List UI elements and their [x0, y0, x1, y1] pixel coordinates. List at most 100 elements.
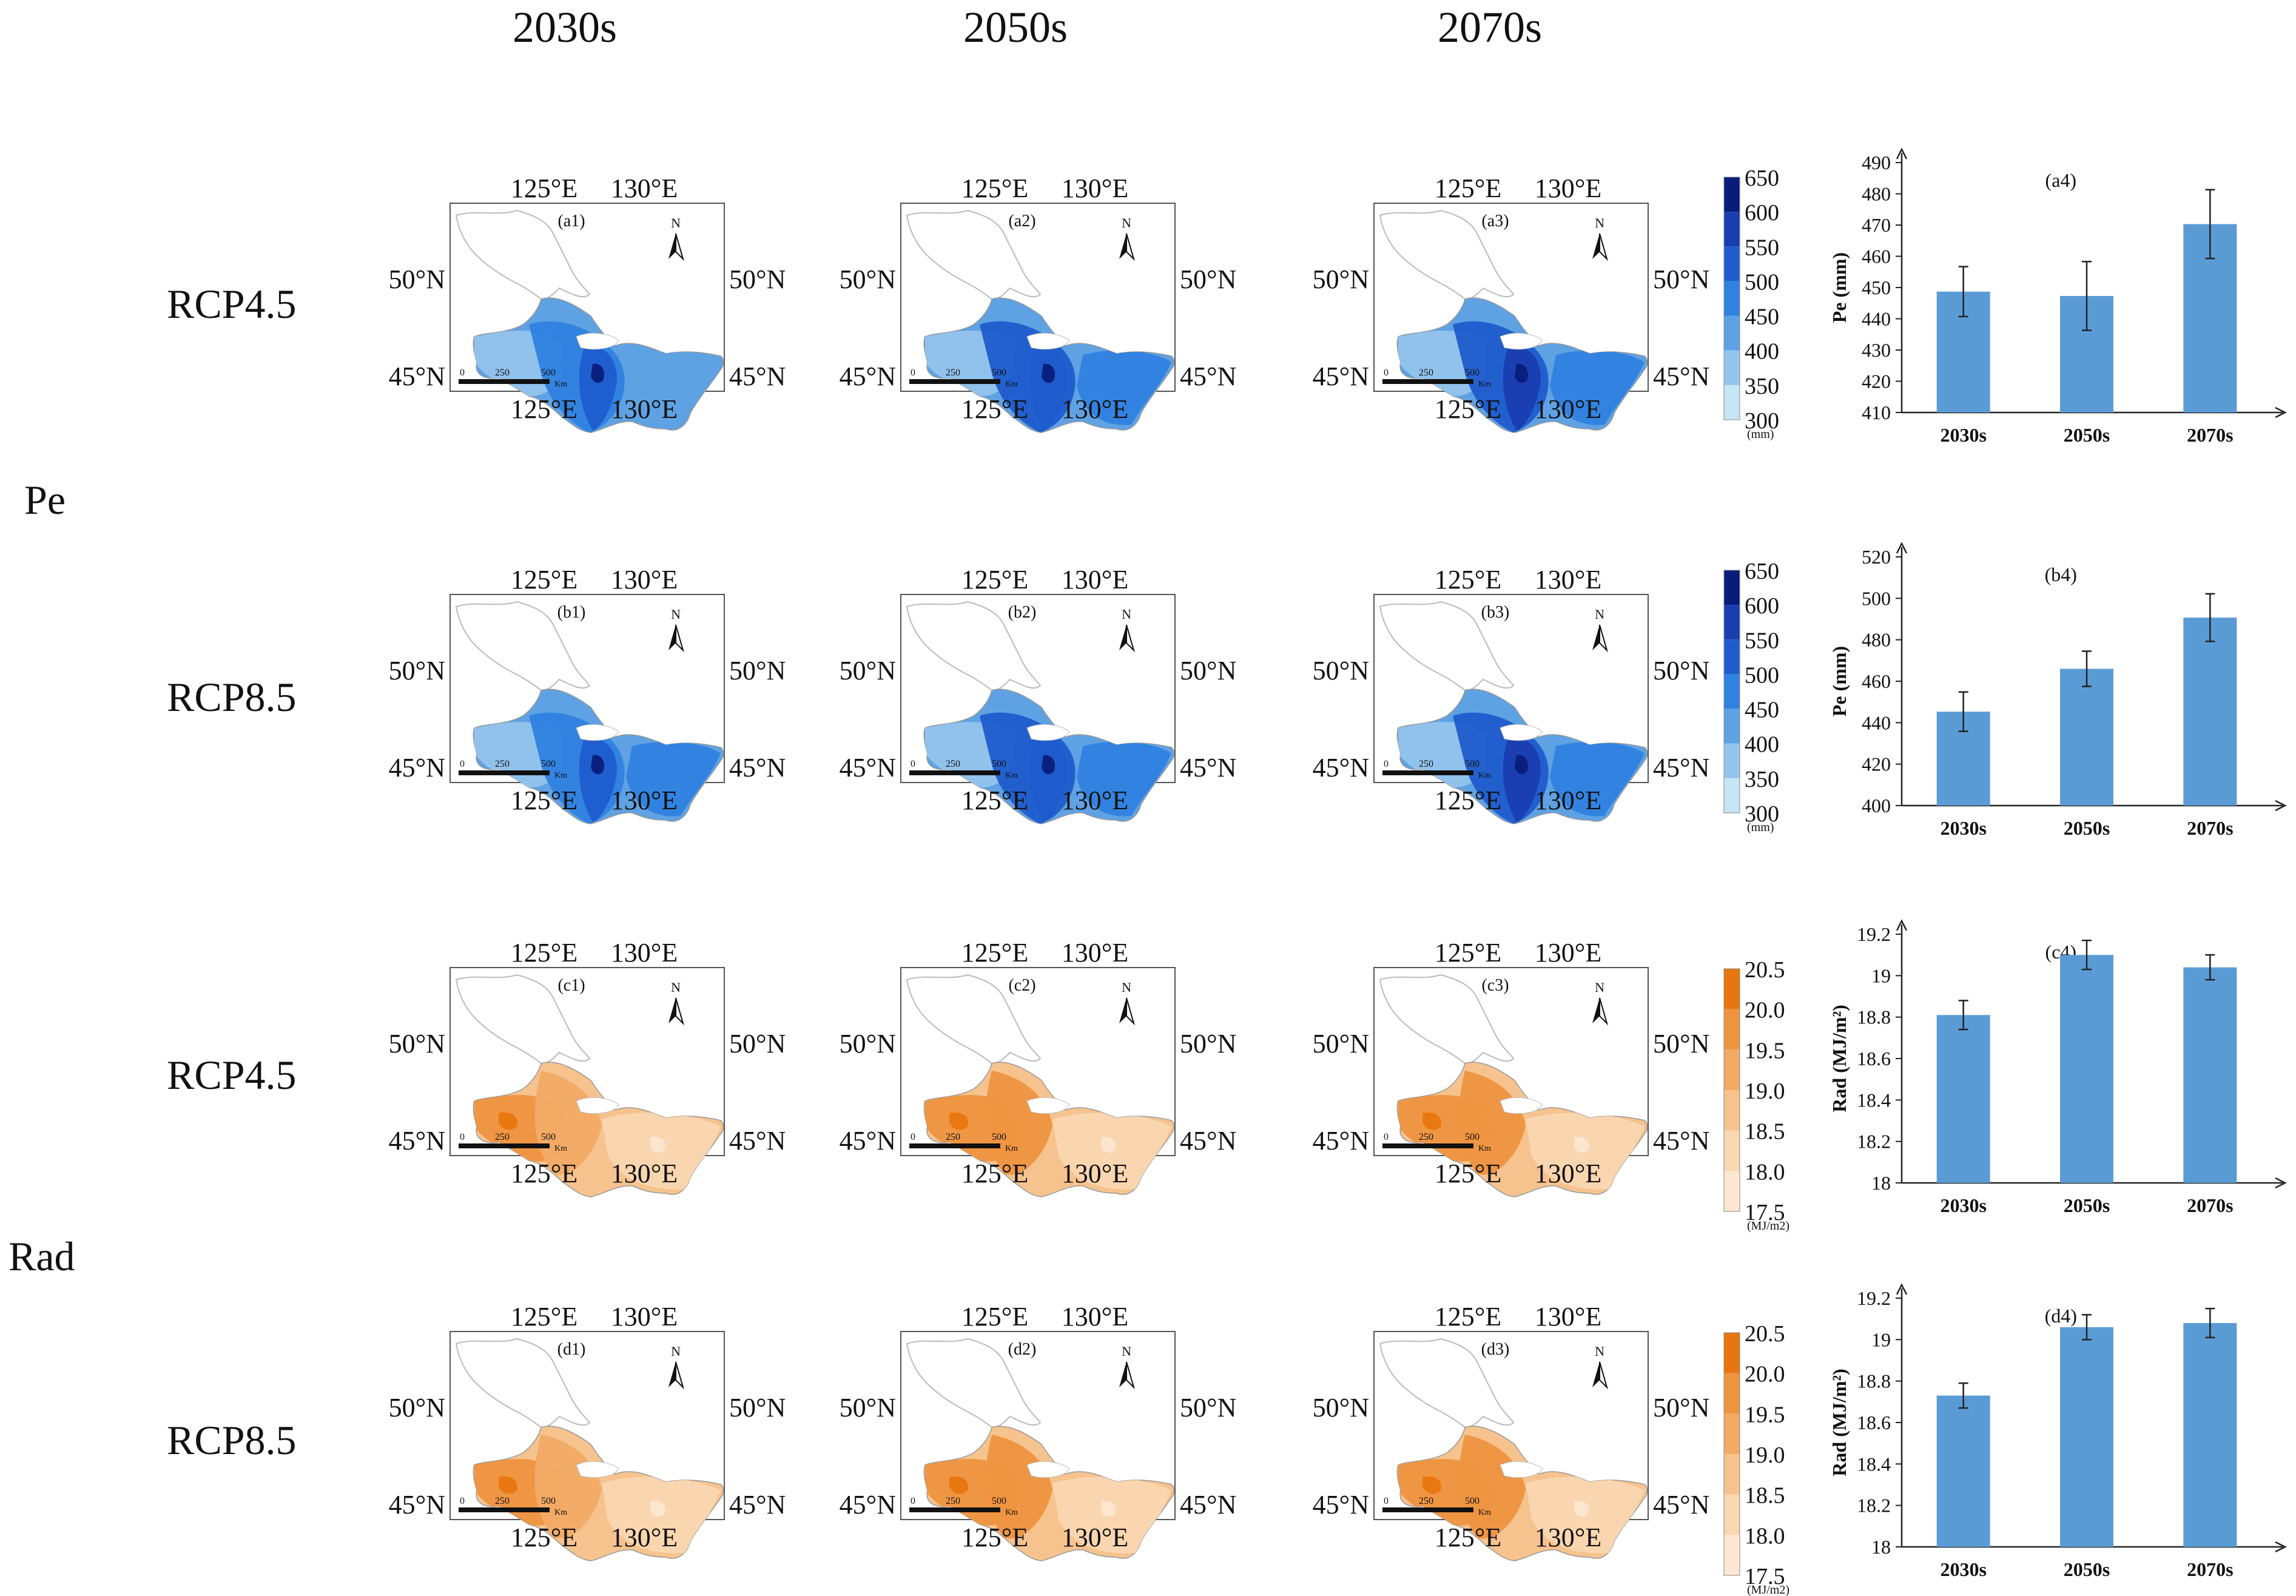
legend-unit: (mm)	[1747, 428, 1774, 441]
lon-tick-top-130: 130°E	[1535, 1302, 1601, 1332]
bar-chart-b4: 400 420 440 460 480 500 520 Pe (mm) (b4) 2030s 205…	[1828, 542, 2287, 839]
y-tick-label-18.6: 18.6	[1857, 1412, 1891, 1433]
scale-label-0: 0	[911, 368, 915, 378]
column-header-2070s: 2070s	[1438, 3, 1543, 52]
legend-label-650: 650	[1745, 559, 1779, 584]
lat-tick-left-50: 50°N	[389, 1393, 445, 1423]
contour-zone-5	[1574, 1137, 1589, 1153]
row-label-rcp85-pe: RCP8.5	[167, 674, 297, 720]
map-panel-pe-rcp85-3: (b3) N 0 250 500 Km 125°E 130°E 125°E 130°E 50°N 45…	[1313, 565, 1709, 824]
color-legend-4: 20.5 20.0 19.5 19.0 18.5 18.0 17.5(MJ/m2)	[1723, 1321, 1789, 1596]
map-panel-label: (d1)	[557, 1340, 586, 1359]
north-arrow-icon: N	[668, 1344, 685, 1390]
scale-label-250: 250	[1419, 1496, 1433, 1506]
scale-bar: 0 250 500 Km	[459, 1496, 567, 1517]
lon-tick-bottom-130: 130°E	[611, 1523, 678, 1552]
lat-tick-right-45: 45°N	[1653, 753, 1709, 783]
north-arrow-label: N	[671, 980, 681, 995]
north-arrow-label: N	[1595, 215, 1604, 231]
contour-zone-2	[1458, 1071, 1526, 1175]
map-panel-rad-rcp45-1: (c1) N 0 250 500 Km 125°E 130°E 125°E 130°E 50°N 45…	[389, 938, 786, 1197]
lon-tick-bottom-130: 130°E	[1062, 786, 1128, 815]
color-legend-2: 650 600 550 500 450 400 350 300(mm)	[1723, 559, 1779, 834]
scale-bar-line	[1382, 770, 1473, 775]
map-panel-pe-rcp85-2: (b2) N 0 250 500 Km 125°E 130°E 125°E 130°E 50°N 45…	[840, 565, 1236, 824]
legend-unit: (MJ/m2)	[1747, 1583, 1789, 1596]
lat-tick-left-50: 50°N	[1313, 264, 1369, 294]
lon-tick-top-130: 130°E	[1535, 938, 1601, 968]
scale-label-0: 0	[911, 1132, 915, 1142]
lat-tick-right-50: 50°N	[1180, 1393, 1236, 1423]
map-panel-rad-rcp85-2: (d2) N 0 250 500 Km 125°E 130°E 125°E 130°E 50°N 45…	[840, 1302, 1236, 1561]
y-axis-arrow	[1896, 919, 1908, 931]
lon-tick-bottom-130: 130°E	[611, 786, 678, 815]
lat-tick-left-45: 45°N	[840, 1126, 896, 1156]
north-arrow-label: N	[671, 607, 681, 622]
lon-tick-top-125: 125°E	[511, 173, 577, 203]
legend-label-450: 450	[1745, 305, 1779, 330]
legend-label-450: 450	[1745, 698, 1779, 723]
scale-label-500: 500	[1465, 1132, 1480, 1142]
legend-label-600: 600	[1745, 200, 1779, 226]
lon-tick-bottom-130: 130°E	[1062, 394, 1128, 424]
legend-label-20.0: 20.0	[1745, 998, 1785, 1023]
legend-label-18.0: 18.0	[1745, 1523, 1785, 1549]
lat-tick-left-45: 45°N	[1313, 362, 1369, 391]
y-tick-label-18.8: 18.8	[1857, 1006, 1891, 1028]
scale-label-0: 0	[460, 1496, 465, 1506]
scale-bar: 0 250 500 Km	[909, 1132, 1018, 1153]
scale-bar-line	[459, 1143, 550, 1148]
y-tick-label-440: 440	[1862, 308, 1891, 330]
y-tick-label-19.2: 19.2	[1857, 923, 1891, 945]
y-tick-label-18.6: 18.6	[1857, 1048, 1891, 1069]
scale-label-0: 0	[1384, 368, 1389, 378]
scale-bar-line	[909, 379, 1000, 384]
contour-zone-5	[626, 741, 721, 817]
lat-tick-left-45: 45°N	[389, 1490, 445, 1520]
lat-tick-left-45: 45°N	[1313, 1126, 1369, 1156]
scale-bar-line	[909, 1143, 1000, 1148]
lat-tick-right-50: 50°N	[1653, 1393, 1709, 1423]
group-label-rad: Rad	[8, 1233, 75, 1279]
bar-2030s	[1936, 1395, 1990, 1547]
north-arrow-right	[675, 233, 685, 261]
lat-tick-left-45: 45°N	[840, 1490, 896, 1520]
scale-label-250: 250	[946, 1496, 960, 1506]
scale-label-250: 250	[946, 759, 960, 769]
lat-tick-right-45: 45°N	[1180, 1126, 1236, 1156]
north-arrow-label: N	[1122, 980, 1131, 995]
lat-tick-right-50: 50°N	[729, 656, 786, 685]
lat-tick-left-50: 50°N	[389, 264, 445, 294]
x-tick-label-2050s: 2050s	[2064, 1558, 2110, 1580]
contour-zone-4	[591, 363, 605, 383]
map-panel-pe-rcp45-1: (a1) N 0 250 500 Km 125°E 130°E 125°E 130°E 50°N 45…	[389, 173, 786, 433]
lake-area	[576, 332, 619, 350]
contour-zone-4	[1042, 363, 1055, 383]
map-panel-pe-rcp45-2: (a2) N 0 250 500 Km 125°E 130°E 125°E 130°E 50°N 45…	[840, 173, 1236, 433]
map-panel-label: (d2)	[1008, 1340, 1037, 1359]
legend-label-18.0: 18.0	[1745, 1159, 1785, 1185]
scale-bar: 0 250 500 Km	[909, 1496, 1018, 1517]
y-tick-label-440: 440	[1862, 712, 1891, 733]
x-axis-arrow	[2275, 1541, 2287, 1553]
y-tick-label-500: 500	[1862, 587, 1891, 609]
legend-border	[1723, 968, 1740, 1212]
y-tick-label-18: 18	[1871, 1536, 1891, 1558]
lon-tick-bottom-125: 125°E	[1435, 394, 1501, 424]
north-arrow-left	[1119, 625, 1126, 650]
scale-label-250: 250	[495, 1496, 510, 1506]
legend-label-20.5: 20.5	[1745, 957, 1785, 983]
legend-swatch-3	[1724, 1049, 1740, 1090]
legend-swatch-1	[1724, 969, 1740, 1009]
contour-zone-2	[534, 1435, 602, 1539]
lat-tick-left-50: 50°N	[1313, 1029, 1369, 1059]
legend-label-17.5: 17.5	[1745, 1200, 1785, 1225]
north-arrow-left	[1592, 625, 1600, 650]
x-tick-label-2070s: 2070s	[2187, 817, 2233, 839]
contour-zone-5	[1550, 350, 1645, 425]
lake-area	[1500, 1461, 1543, 1478]
lat-tick-right-50: 50°N	[729, 264, 786, 294]
lon-tick-bottom-130: 130°E	[1062, 1159, 1128, 1188]
contour-zone-5	[650, 1501, 665, 1517]
lat-tick-right-45: 45°N	[1653, 1126, 1709, 1156]
